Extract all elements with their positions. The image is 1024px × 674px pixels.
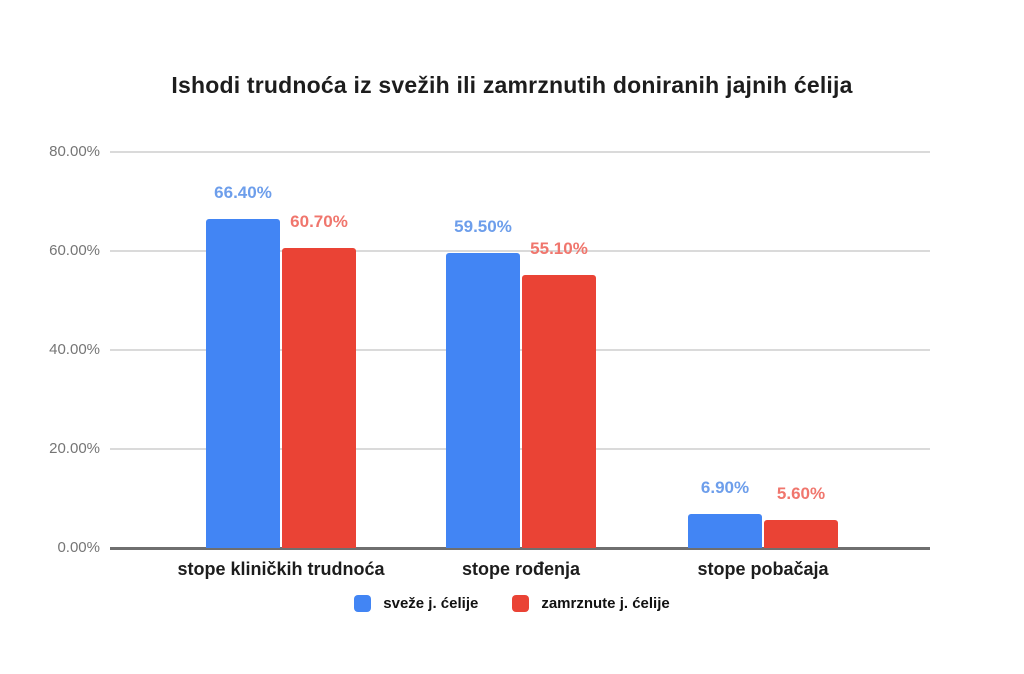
chart-title: Ishodi trudnoća iz svežih ili zamrznutih… bbox=[171, 72, 853, 98]
y-axis-tick-label: 60.00% bbox=[49, 242, 100, 259]
bar-series1-cat3 bbox=[688, 513, 762, 548]
legend-swatch-icon bbox=[512, 595, 530, 612]
legend-swatch-icon bbox=[354, 595, 372, 612]
legend-item: zamrznute j. ćelije bbox=[512, 595, 670, 612]
y-axis-tick-label: 20.00% bbox=[49, 440, 100, 457]
bar-series1-cat2 bbox=[446, 253, 520, 548]
y-axis-tick-label: 80.00% bbox=[49, 143, 100, 160]
bar-value-label: 60.70% bbox=[290, 211, 348, 231]
bar-value-label: 6.90% bbox=[700, 477, 750, 497]
legend: sveže j. ćelije zamrznute j. ćelije bbox=[0, 595, 1024, 612]
x-axis-category-label: stope rođenja bbox=[461, 559, 581, 579]
bar-series2-cat1 bbox=[282, 247, 356, 548]
legend-label: zamrznute j. ćelije bbox=[541, 595, 670, 612]
x-axis-category-label: stope pobačaja bbox=[697, 559, 829, 579]
bar-value-label: 5.60% bbox=[776, 484, 826, 504]
bar-series1-cat1 bbox=[206, 219, 280, 548]
x-axis-category-label: stope kliničkih trudnoća bbox=[177, 559, 385, 579]
gridline bbox=[110, 448, 930, 450]
gridline bbox=[110, 250, 930, 252]
legend-label: sveže j. ćelije bbox=[383, 595, 479, 612]
y-axis-tick-label: 0.00% bbox=[57, 539, 100, 556]
bar-series2-cat2 bbox=[522, 275, 596, 548]
gridline bbox=[110, 349, 930, 351]
bar-series2-cat3 bbox=[764, 520, 838, 548]
gridline bbox=[110, 151, 930, 153]
bar-value-label: 59.50% bbox=[454, 217, 512, 237]
legend-item: sveže j. ćelije bbox=[354, 595, 478, 612]
bar-value-label: 55.10% bbox=[530, 239, 588, 259]
bar-value-label: 66.40% bbox=[214, 183, 272, 203]
y-axis-tick-label: 40.00% bbox=[49, 341, 100, 358]
x-axis-baseline bbox=[110, 547, 930, 550]
